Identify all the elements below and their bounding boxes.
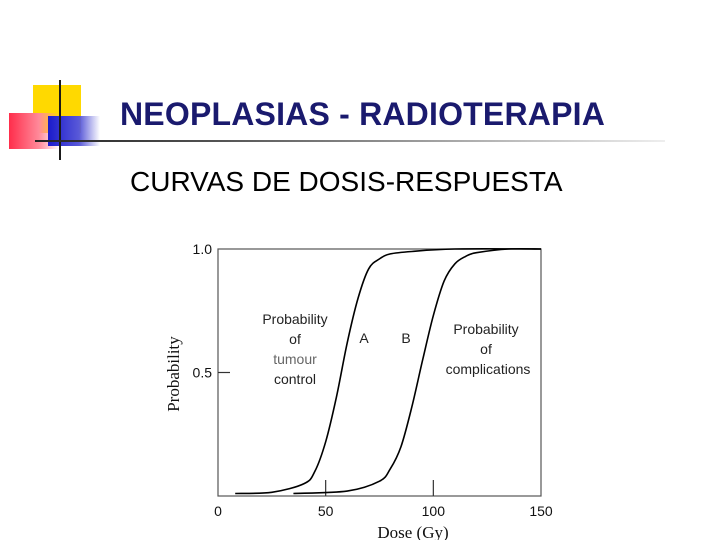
x-tick-label-0: 0 [214, 503, 222, 519]
annotation-tumour-control: Probability of tumour control [262, 311, 327, 387]
anno-compl-line-3: complications [446, 361, 531, 377]
x-tick-label-100: 100 [422, 503, 446, 519]
anno-compl-line-2: of [480, 341, 492, 357]
y-tick-label-0.5: 0.5 [193, 365, 213, 381]
y-axis-label: Probability [164, 336, 183, 412]
y-tick-label-1: 1.0 [193, 241, 213, 257]
anno-tumour-line-3: tumour [273, 351, 317, 367]
anno-tumour-line-1: Probability [262, 311, 327, 327]
anno-tumour-line-4: control [274, 371, 316, 387]
annotation-complications: Probability of complications [446, 321, 531, 377]
curve-a-label: A [359, 330, 369, 346]
page-title: NEOPLASIAS - RADIOTERAPIA [120, 96, 606, 132]
x-axis-label: Dose (Gy) [377, 523, 448, 540]
curve-b-label: B [401, 330, 410, 346]
anno-compl-line-1: Probability [453, 321, 518, 337]
title-underline [35, 140, 665, 142]
x-tick-label-150: 150 [529, 503, 553, 519]
decor-vertical-line [59, 80, 61, 160]
curve-a [235, 248, 542, 495]
curve-b [293, 247, 542, 495]
x-tick-label-50: 50 [318, 503, 334, 519]
anno-tumour-line-2: of [289, 331, 301, 347]
page-subtitle: CURVAS DE DOSIS-RESPUESTA [130, 166, 563, 197]
